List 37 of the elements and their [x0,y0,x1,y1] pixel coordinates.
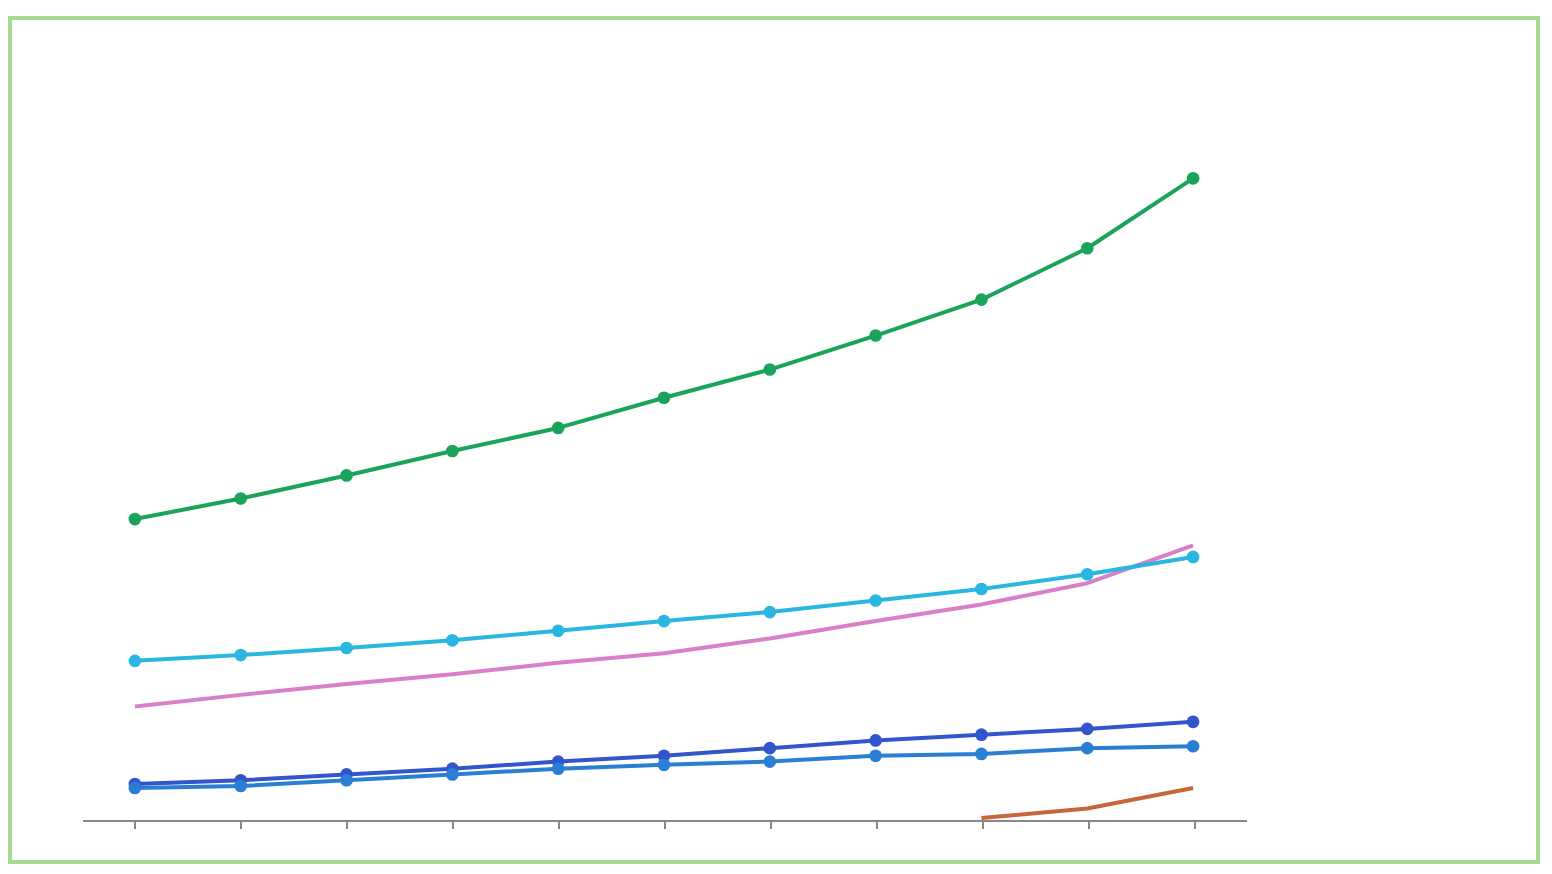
point [1080,741,1094,755]
point [340,773,353,787]
point [234,492,248,505]
point [657,614,671,628]
point [975,747,988,761]
point [1080,241,1094,255]
point [551,762,565,775]
point [446,768,459,781]
point [340,469,353,482]
point [1186,550,1200,564]
point [657,758,671,772]
point [763,741,777,755]
point [869,734,882,747]
point [446,444,459,458]
point [551,421,565,435]
point [1080,567,1094,581]
point [1186,715,1200,729]
point [234,648,248,662]
point [763,755,777,768]
point [1186,172,1200,185]
point [975,582,988,596]
point [869,749,882,763]
point [763,605,777,619]
point [1080,722,1094,736]
point [763,363,777,376]
point [1186,739,1200,753]
point [657,391,671,405]
point [446,634,459,647]
point [869,329,882,342]
point [975,728,988,741]
point [128,512,142,526]
point [340,641,353,655]
point [128,654,142,668]
point [869,594,882,607]
point [551,624,565,638]
point [975,293,988,306]
point [234,779,248,793]
